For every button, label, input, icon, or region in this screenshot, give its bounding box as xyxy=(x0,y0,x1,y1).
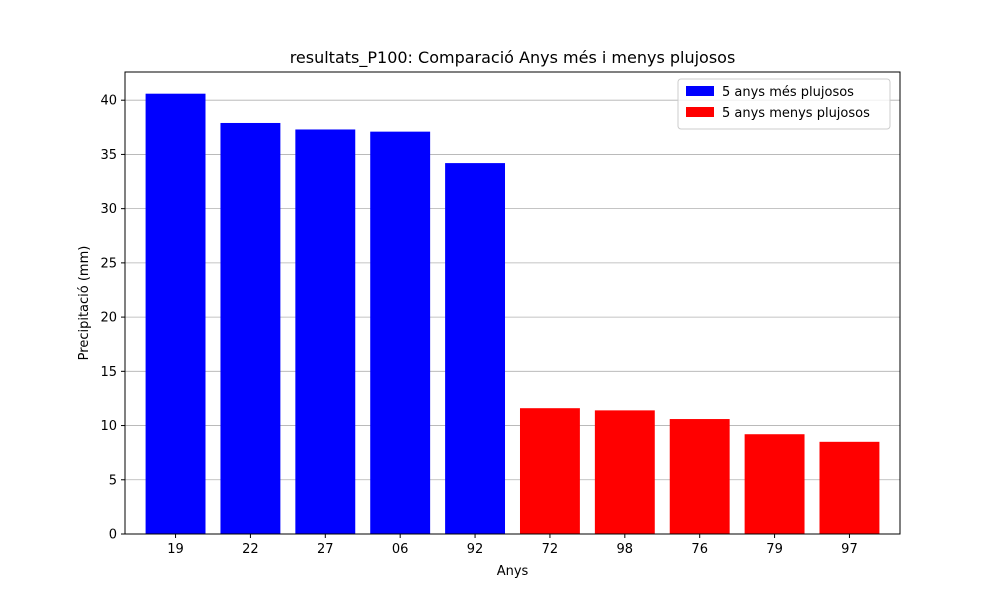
x-tick-label: 97 xyxy=(841,542,858,557)
legend-swatch xyxy=(686,86,714,96)
bar-19 xyxy=(145,93,206,535)
y-tick-label: 40 xyxy=(100,94,117,109)
bar-06 xyxy=(370,131,431,534)
bar-22 xyxy=(220,122,281,534)
x-tick-label: 22 xyxy=(242,542,259,557)
y-tick-label: 15 xyxy=(100,365,117,380)
bar-98 xyxy=(594,410,655,534)
y-tick-label: 5 xyxy=(109,473,117,488)
x-tick-label: 72 xyxy=(542,542,559,557)
bar-72 xyxy=(519,408,580,534)
y-axis-ticks: 0 5 10 15 20 25 30 35 40 xyxy=(100,94,125,543)
bar-92 xyxy=(445,163,506,535)
legend-entry-label: 5 anys menys plujosos xyxy=(722,106,870,121)
chart-title: resultats_P100: Comparació Anys més i me… xyxy=(290,48,736,68)
bar-97 xyxy=(819,441,880,534)
x-axis-label: Anys xyxy=(497,564,529,579)
bar-76 xyxy=(669,419,730,534)
x-axis-ticks: 19 22 27 06 92 72 98 76 79 97 xyxy=(167,534,858,557)
y-tick-label: 0 xyxy=(109,528,117,543)
x-tick-label: 19 xyxy=(167,542,184,557)
y-tick-label: 35 xyxy=(100,148,117,163)
x-tick-label: 79 xyxy=(766,542,783,557)
legend-swatch xyxy=(686,107,714,117)
bar-27 xyxy=(295,129,356,534)
axes-frame xyxy=(124,71,901,535)
x-tick-label: 98 xyxy=(617,542,634,557)
bars xyxy=(145,93,880,535)
legend: 5 anys més plujosos 5 anys menys plujosos xyxy=(677,78,891,130)
legend-box xyxy=(677,78,891,130)
x-tick-label: 06 xyxy=(392,542,409,557)
y-tick-label: 30 xyxy=(100,202,117,217)
y-axis-label: Precipitació (mm) xyxy=(77,246,92,361)
y-tick-label: 10 xyxy=(100,419,117,434)
x-tick-label: 27 xyxy=(317,542,334,557)
y-tick-label: 20 xyxy=(100,311,117,326)
legend-entry-label: 5 anys més plujosos xyxy=(722,85,854,100)
y-tick-label: 25 xyxy=(100,256,117,271)
bar-79 xyxy=(744,434,805,534)
x-tick-label: 76 xyxy=(691,542,708,557)
x-tick-label: 92 xyxy=(467,542,484,557)
